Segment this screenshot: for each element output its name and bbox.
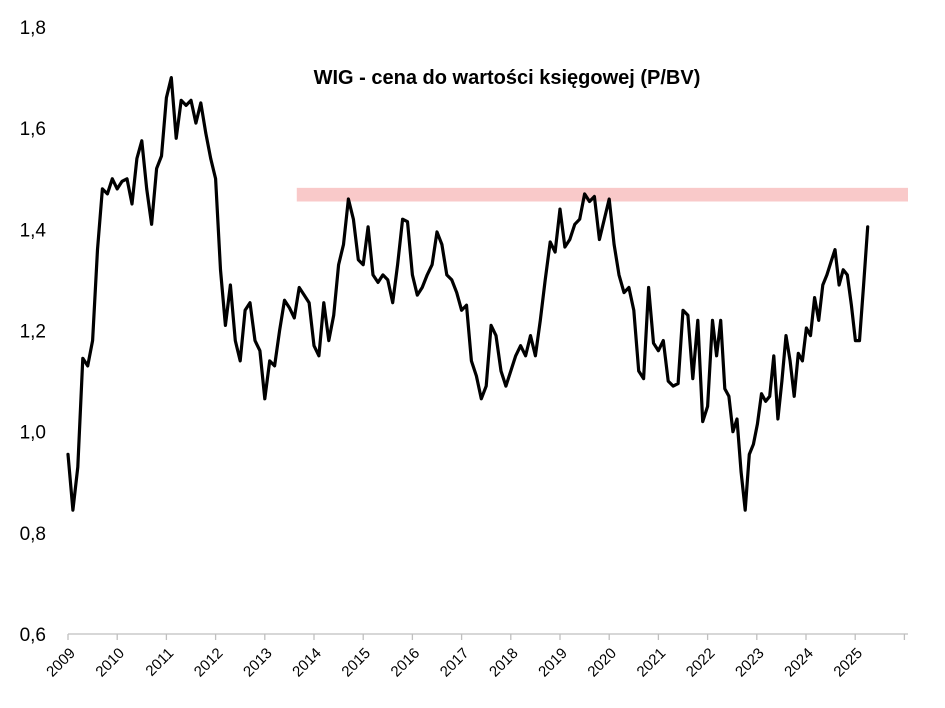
x-tick-labels: 2009 2010 2011 2012 2013 2014 2015 2016 2017 2018… — [43, 645, 866, 681]
y-tick-label: 1,2 — [20, 322, 46, 343]
x-tick-label: 2019 — [535, 645, 571, 681]
x-tick-label: 2024 — [781, 645, 817, 681]
series-line-pbv — [66, 76, 870, 512]
chart-title: WIG - cena do wartości księgowej (P/BV) — [314, 67, 701, 89]
axes — [67, 633, 908, 640]
x-tick-label: 2013 — [240, 645, 276, 681]
y-tick-label: 0,6 — [20, 625, 46, 646]
y-tick-labels: 0,6 0,8 1,0 1,2 1,4 1,6 1,8 — [20, 18, 47, 646]
highlight-band — [296, 187, 908, 202]
y-tick-label: 0,8 — [20, 524, 46, 545]
x-tick-label: 2015 — [338, 645, 374, 681]
y-tick-label: 1,8 — [20, 18, 46, 39]
y-tick-label: 1,4 — [20, 220, 47, 241]
x-tick-label: 2016 — [388, 645, 424, 681]
y-tick-label: 1,0 — [20, 423, 46, 444]
y-tick-label: 1,6 — [20, 119, 46, 140]
series-layer — [66, 76, 870, 512]
x-tick-label: 2022 — [683, 645, 719, 681]
highlight-band-layer — [296, 187, 908, 202]
x-tick-label: 2018 — [486, 645, 522, 681]
x-tick-label: 2025 — [830, 645, 866, 681]
x-tick-label: 2023 — [732, 645, 768, 681]
x-tick-label: 2017 — [437, 645, 473, 681]
x-tick-label: 2011 — [142, 645, 177, 680]
x-tick-label: 2012 — [191, 645, 227, 681]
x-tick-label: 2021 — [634, 645, 670, 681]
x-tick-label: 2014 — [289, 645, 325, 681]
x-tick-label: 2020 — [584, 645, 620, 681]
x-tick-label: 2010 — [92, 645, 128, 681]
x-tick-label: 2009 — [43, 645, 79, 681]
